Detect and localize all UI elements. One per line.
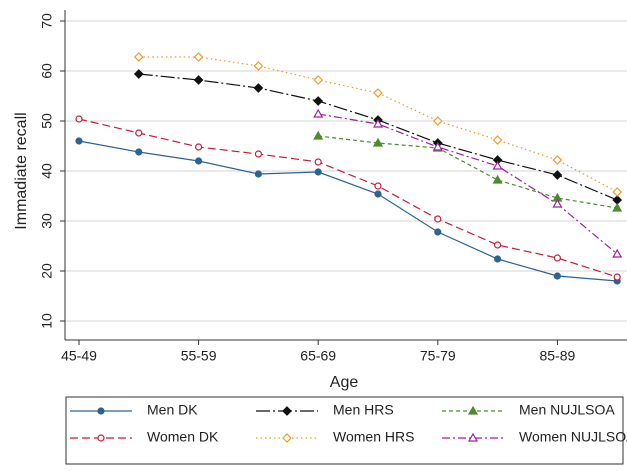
data-point [432, 141, 443, 151]
legend-marker [282, 433, 292, 443]
data-point [613, 273, 621, 281]
data-point [434, 228, 442, 236]
data-point [434, 215, 442, 223]
data-point [432, 116, 443, 126]
data-point [313, 96, 324, 106]
legend-marker [97, 434, 105, 442]
legend-label: Men DK [147, 402, 198, 418]
y-tick-label: 10 [39, 313, 55, 329]
y-tick-label: 20 [39, 263, 55, 279]
data-point [612, 248, 623, 258]
data-point [133, 52, 144, 62]
data-point [492, 174, 503, 184]
data-point [552, 198, 563, 208]
series-line [78, 118, 618, 278]
y-tick-label: 40 [39, 163, 55, 179]
data-point [314, 168, 322, 176]
data-point [492, 160, 503, 170]
data-point [494, 255, 502, 263]
x-tick-label: 45-49 [61, 348, 97, 364]
legend-label: Men HRS [333, 402, 394, 418]
data-point [374, 190, 382, 198]
data-point [552, 155, 563, 165]
data-point [135, 129, 143, 137]
legend-label: Men NUJLSOA [519, 402, 615, 418]
legend-box [65, 396, 624, 465]
data-point [254, 150, 262, 158]
data-point [254, 170, 262, 178]
data-point [195, 157, 203, 165]
y-tick-label: 70 [39, 13, 55, 29]
data-point [195, 143, 203, 151]
x-tick-label: 65-69 [300, 348, 336, 364]
data-point [313, 75, 324, 85]
data-point [313, 108, 324, 118]
y-tick-label: 30 [39, 213, 55, 229]
legend-marker [97, 407, 105, 415]
legend-marker [467, 405, 479, 415]
data-point [612, 187, 623, 197]
x-tick-label: 55-59 [181, 348, 217, 364]
data-point [193, 52, 204, 62]
data-point [553, 254, 562, 262]
data-point [253, 61, 264, 71]
data-point [75, 137, 83, 145]
y-axis-label: Immadiate recall [13, 112, 30, 229]
data-point [552, 170, 563, 180]
legend-label: Women HRS [333, 429, 414, 445]
data-point [492, 135, 503, 145]
y-tick-label: 60 [39, 63, 55, 79]
legend-marker [467, 432, 479, 442]
x-tick-label: 75-79 [420, 348, 456, 364]
data-point [553, 272, 562, 280]
data-point [612, 202, 623, 212]
data-point [372, 118, 384, 128]
series-line [78, 140, 618, 282]
data-point [135, 148, 143, 156]
legend-label: Women NUJLSOA [519, 429, 627, 445]
data-point [133, 69, 144, 79]
series-line [318, 135, 618, 209]
data-point [313, 130, 324, 140]
data-point [373, 88, 383, 98]
data-point [75, 115, 83, 123]
data-point [314, 158, 322, 166]
x-tick-label: 85-89 [539, 348, 575, 364]
data-point [372, 137, 384, 147]
data-point [193, 75, 204, 85]
legend-marker [282, 406, 292, 416]
data-point [494, 241, 502, 249]
series-line [318, 113, 618, 255]
x-axis-label: Age [330, 374, 359, 391]
data-point [374, 182, 382, 190]
y-tick-label: 50 [39, 113, 55, 129]
legend-label: Women DK [147, 429, 219, 445]
data-point [253, 83, 264, 93]
